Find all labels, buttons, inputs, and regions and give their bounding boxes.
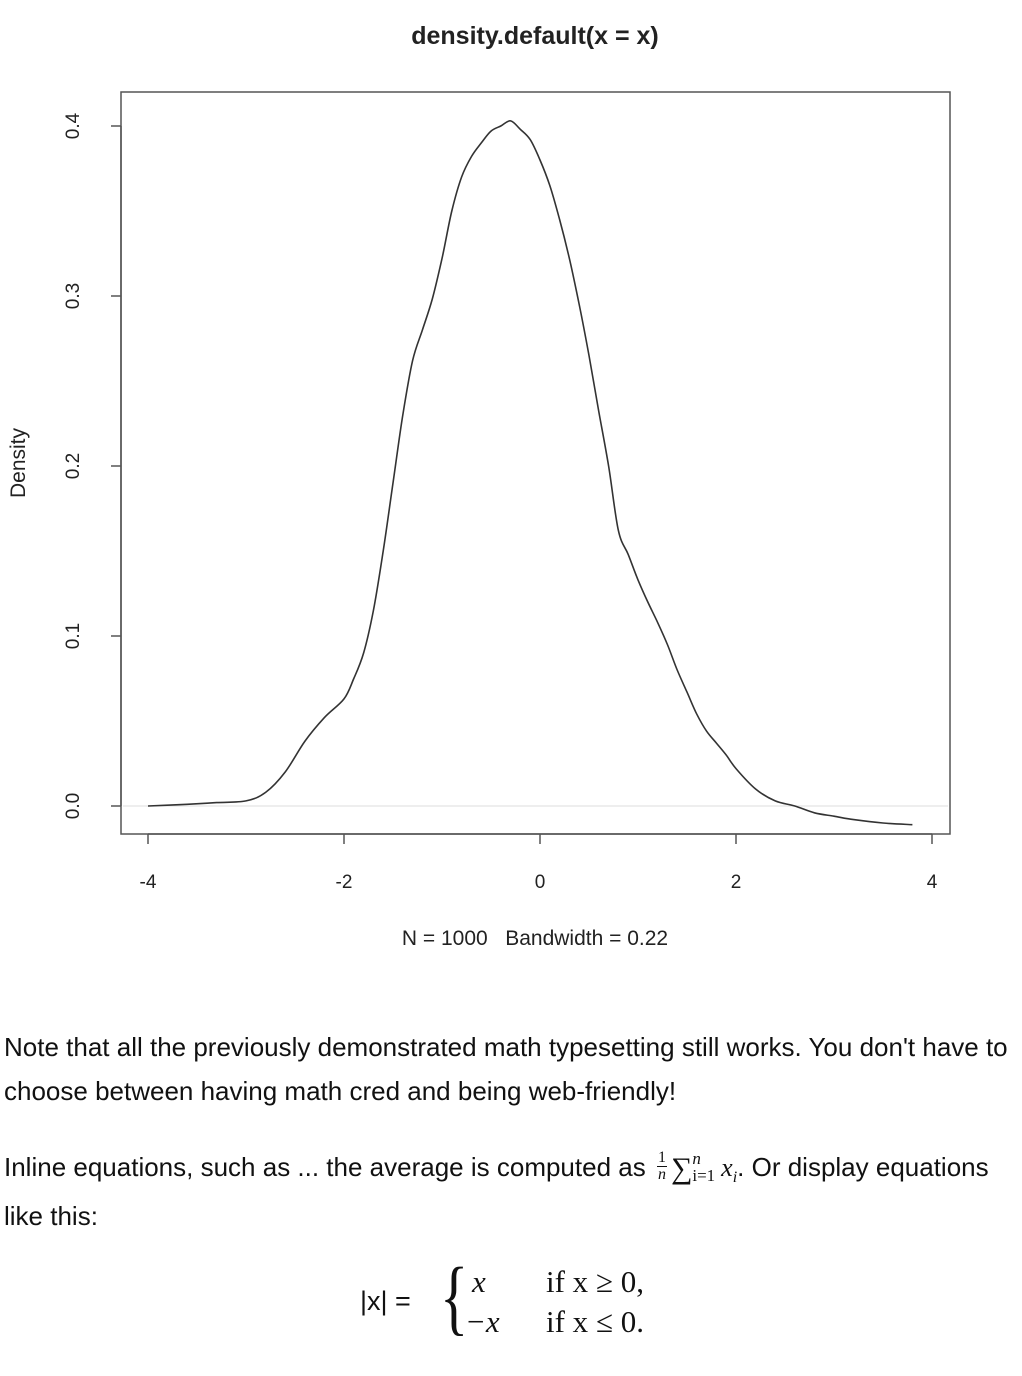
case1-condition: if x ≥ 0, [546,1264,644,1299]
x-tick-label: -4 [140,872,157,893]
sum-lower-limit: i=1 [692,1166,716,1186]
paragraph-inline-equations: Inline equations, such as ... the averag… [4,1145,1014,1238]
x-tick-label: 4 [927,872,938,893]
y-axis: 0.0 0.1 0.2 0.3 0.4 [63,112,122,819]
x-tick-label: 0 [535,872,546,893]
x-axis-label: N = 1000 Bandwidth = 0.22 [402,927,668,950]
density-curve [147,120,913,826]
display-equation: |x| = { x if x ≥ 0, −x if x ≤ 0. [360,1256,700,1346]
inline-text-before: Inline equations, such as ... the averag… [4,1152,653,1182]
paragraph-note: Note that all the previously demonstrate… [4,1032,1008,1106]
sum-upper-limit: n [692,1149,701,1169]
y-tick-label: 0.2 [63,453,84,479]
density-plot: density.default(x = x) -4 -2 0 2 4 0.0 0.1 0.2… [7,22,951,950]
inline-text-after: . Or display equations like this: [4,1152,989,1231]
y-tick-label: 0.3 [63,283,84,309]
y-tick-label: 0.0 [63,793,84,819]
sum-term: x [721,1153,733,1182]
sum-symbol: ∑ [670,1152,693,1185]
equation-lhs: |x| = [360,1286,411,1316]
sum-term-subscript: i [732,1169,738,1186]
plot-frame [120,91,951,835]
case1-value: x [472,1264,486,1299]
sum-limits: n i=1 [692,1150,715,1184]
x-tick-label: 2 [731,872,742,893]
y-tick-label: 0.1 [63,623,84,649]
fraction-denominator: n [657,1165,666,1183]
fraction-numerator: 1 [656,1148,667,1167]
x-axis: -4 -2 0 2 4 [140,833,938,893]
case2-value: −x [465,1304,500,1339]
x-tick-label: -2 [336,872,353,893]
equation-brace: { [440,1251,469,1344]
chart-title: density.default(x = x) [411,22,659,50]
y-axis-label: Density [7,427,30,498]
y-tick-label: 0.4 [63,112,84,139]
case2-condition: if x ≤ 0. [546,1304,644,1339]
